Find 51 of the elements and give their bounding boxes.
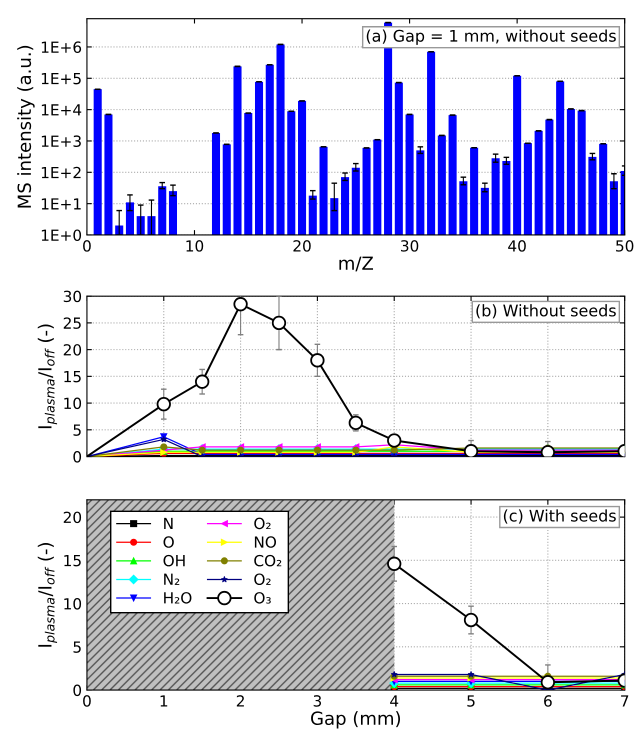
- legend-label: NO: [254, 536, 276, 548]
- x-tick-label: 40: [508, 240, 526, 252]
- legend-label: N: [164, 518, 173, 529]
- y-tick-label: 5: [74, 424, 81, 436]
- x-tick-label: 30: [401, 240, 418, 252]
- y-tick-label: 1E+4: [42, 104, 82, 116]
- annotation: (c) With seeds: [504, 509, 616, 524]
- x-tick-label: 5: [467, 695, 475, 707]
- y-tick-label: 0: [73, 451, 82, 463]
- y-tick-label: 1E+5: [42, 72, 81, 84]
- legend-label: CO₂: [254, 554, 282, 566]
- x-tick-label: 1: [160, 695, 168, 707]
- y-tick-label: 1E+0: [42, 229, 82, 242]
- y-tick-label: 15: [64, 555, 81, 566]
- legend-label: N₂: [164, 574, 180, 585]
- legend-label: O₂: [254, 518, 271, 530]
- y-tick-label: 20: [64, 512, 82, 524]
- y-axis-title: MS intensity (a.u.): [17, 46, 35, 208]
- x-axis-title: m/Z: [339, 256, 374, 272]
- y-tick-label: 0: [73, 684, 82, 696]
- x-tick-label: 3: [314, 695, 322, 707]
- legend-label: O: [164, 536, 174, 548]
- y-axis-title: I$_{plasma}$/I$_{off}$ (-): [38, 324, 58, 428]
- x-axis-title: Gap (mm): [311, 711, 400, 729]
- x-tick-label: 10: [186, 240, 204, 252]
- x-tick-label: 4: [390, 695, 398, 707]
- y-tick-label: 25: [64, 317, 81, 329]
- y-tick-label: 15: [64, 371, 81, 382]
- x-tick-label: 0: [83, 240, 91, 252]
- annotation: (a) Gap = 1 mm, without seeds: [366, 29, 616, 45]
- x-tick-label: 6: [544, 695, 552, 707]
- legend-label: OH: [164, 554, 185, 566]
- x-tick-label: 7: [621, 695, 628, 707]
- annotation: (b) Without seeds: [476, 304, 616, 318]
- x-tick-label: 2: [236, 695, 244, 707]
- y-tick-label: 5: [74, 641, 81, 653]
- x-tick-label: 50: [616, 240, 634, 252]
- y-axis-title: I$_{plasma}$/I$_{off}$ (-): [38, 543, 58, 647]
- y-tick-label: 10: [64, 598, 82, 610]
- y-tick-label: 1E+1: [42, 198, 81, 210]
- y-tick-label: 30: [64, 290, 82, 302]
- legend-label: H₂O: [164, 592, 192, 604]
- y-tick-label: 1E+6: [42, 41, 82, 53]
- legend-label: O₂: [254, 573, 271, 586]
- y-tick-label: 20: [64, 344, 82, 356]
- y-tick-label: 1E+2: [42, 166, 81, 178]
- x-tick-label: 20: [293, 240, 311, 252]
- y-tick-label: 1E+3: [42, 135, 81, 147]
- x-tick-label: 0: [83, 695, 91, 707]
- legend-label: O₃: [254, 592, 271, 604]
- y-tick-label: 10: [64, 398, 82, 410]
